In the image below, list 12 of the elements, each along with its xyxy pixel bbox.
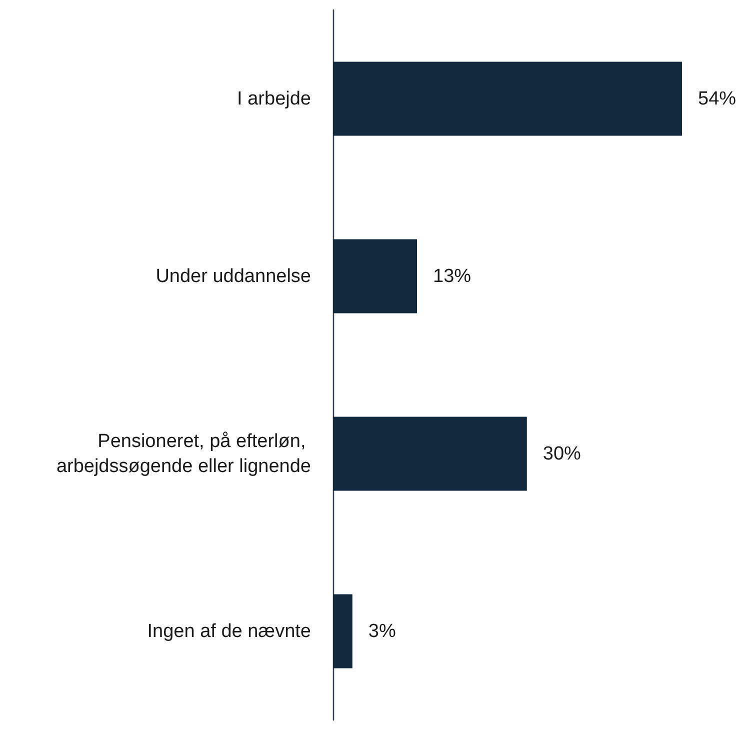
y-tick-label: Under uddannelse bbox=[156, 266, 311, 287]
bar bbox=[333, 416, 527, 491]
y-tick-label: Pensioneret, på efterløn, arbejdssøgende eller lignende bbox=[56, 430, 311, 477]
data-label: 30% bbox=[542, 443, 582, 464]
bar bbox=[333, 239, 418, 314]
bar bbox=[333, 594, 352, 668]
data-label: 13% bbox=[433, 266, 472, 287]
bar bbox=[333, 62, 682, 136]
data-label: 54% bbox=[698, 88, 736, 110]
y-tick-label: I arbejde bbox=[237, 88, 311, 110]
y-tick-label: Ingen af de nævnte bbox=[147, 620, 311, 642]
data-label: 3% bbox=[368, 620, 396, 642]
